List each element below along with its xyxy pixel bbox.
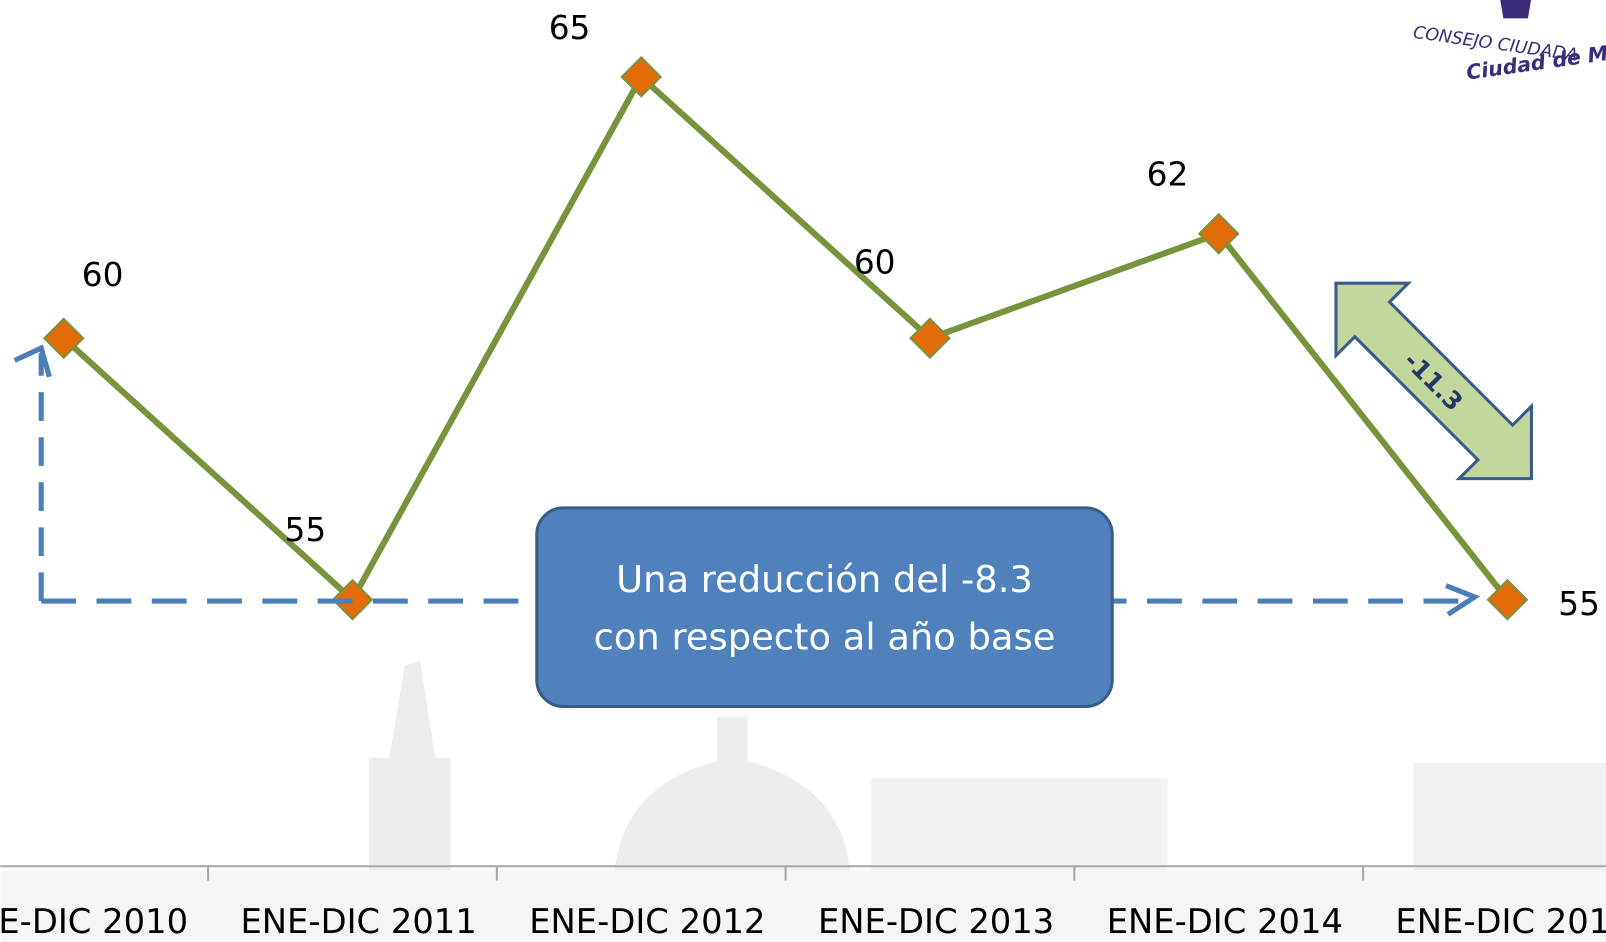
dome bbox=[614, 757, 851, 871]
background-skyline bbox=[0, 660, 1606, 942]
plot: ENE-DIC 2010 ENE-DIC 2011 ENE-DIC 2012 ENE-… bbox=[0, 9, 1606, 941]
lantern bbox=[716, 716, 748, 763]
double-arrow: -11.3 bbox=[1334, 281, 1534, 481]
data-label: 55 bbox=[1558, 585, 1600, 623]
marker bbox=[1486, 578, 1529, 621]
marker bbox=[42, 317, 85, 360]
callout: Una reducción del -8.3 con respecto al a… bbox=[535, 506, 1114, 709]
x-tick-label: ENE-DIC 2011 bbox=[240, 902, 476, 941]
x-tick-label: ENE-DIC 2010 bbox=[0, 902, 188, 941]
arrow-head bbox=[1445, 583, 1481, 617]
data-label: 60 bbox=[82, 256, 124, 294]
callout-text: con respecto al año base bbox=[594, 615, 1056, 658]
x-tick-label: ENE-DIC 2015 bbox=[1395, 902, 1606, 941]
data-label: 55 bbox=[285, 511, 327, 549]
callout-text: Una reducción del -8.3 bbox=[616, 558, 1033, 601]
base-arrows bbox=[13, 344, 1481, 617]
data-label: 62 bbox=[1147, 155, 1189, 193]
building bbox=[1413, 762, 1606, 871]
building bbox=[368, 757, 451, 871]
arrow-head bbox=[13, 344, 52, 378]
logo: CONSEJO CIUDADA Ciudad de M bbox=[1412, 0, 1606, 85]
building bbox=[870, 778, 1168, 871]
data-label: 60 bbox=[854, 244, 896, 282]
x-tick-label: ENE-DIC 2013 bbox=[818, 902, 1054, 941]
x-tick-label: ENE-DIC 2012 bbox=[529, 902, 765, 941]
marker bbox=[909, 317, 951, 360]
logo-mark bbox=[1500, 0, 1532, 19]
double-arrow-shape bbox=[1334, 281, 1534, 481]
ground bbox=[0, 870, 1606, 942]
line bbox=[61, 73, 1510, 603]
marker bbox=[1197, 212, 1240, 255]
x-tick-label: ENE-DIC 2014 bbox=[1107, 902, 1343, 941]
marker bbox=[620, 55, 663, 98]
callout-box bbox=[535, 506, 1114, 709]
tower bbox=[389, 660, 436, 758]
data-label: 65 bbox=[549, 9, 591, 47]
